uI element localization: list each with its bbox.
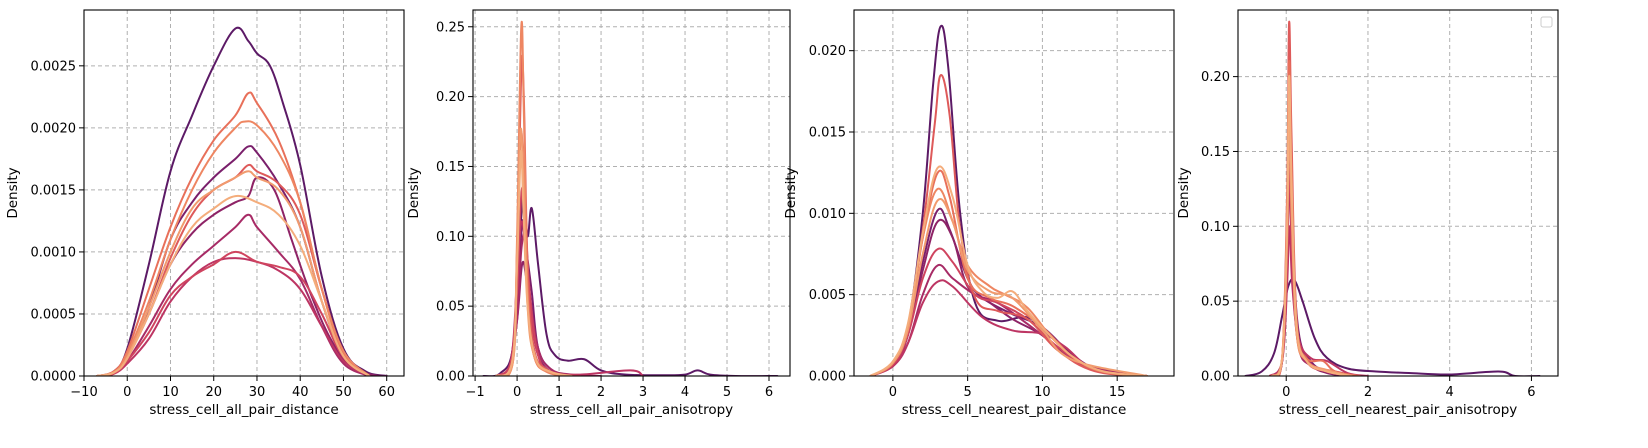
axes-frame: [83, 9, 405, 377]
x-tick-label: 0: [513, 385, 521, 400]
y-tick-label: 0.005: [809, 288, 846, 303]
density-curves: [869, 24, 1149, 376]
subplot-1: −10 0 10 20 30 40 50 60 0.0000 0.0005 0.0010 0.0015…: [5, 9, 405, 418]
x-tick-label: 20: [205, 385, 222, 400]
x-tick-label: 10: [1034, 385, 1051, 400]
axes-frame: [853, 9, 1175, 377]
y-tick-label: 0.05: [1201, 295, 1230, 310]
y-tick-label: 0.05: [436, 300, 465, 315]
x-tick-label: 40: [292, 385, 309, 400]
y-axis-label: Density: [406, 167, 422, 218]
x-tick-label: 0: [1282, 385, 1290, 400]
x-tick-label: 5: [964, 385, 972, 400]
x-tick-label: 4: [1446, 385, 1454, 400]
x-tick-label: 3: [639, 385, 647, 400]
x-axis-label: stress_cell_all_pair_distance: [149, 402, 338, 418]
y-axis-label: Density: [1176, 167, 1192, 218]
density-curve: [95, 120, 371, 376]
y-tick-label: 0.020: [809, 44, 846, 59]
density-curve: [1270, 75, 1353, 376]
density-curves: [95, 26, 388, 376]
y-axis-label: Density: [783, 167, 799, 218]
y-tick-label: 0.0000: [31, 370, 77, 385]
x-tick-label: 15: [1109, 385, 1126, 400]
density-curves: [482, 20, 779, 376]
x-tick-label: 0: [889, 385, 897, 400]
y-tick-label: 0.015: [809, 126, 846, 141]
density-curve: [95, 26, 388, 376]
y-tick-label: 0.0015: [31, 183, 77, 198]
density-curve: [1244, 278, 1541, 376]
density-curve: [495, 149, 573, 376]
y-tick-label: 0.15: [1201, 145, 1230, 160]
density-curves: [1244, 20, 1541, 376]
x-tick-label: 60: [378, 385, 395, 400]
y-tick-label: 0.010: [809, 207, 846, 222]
x-tick-label: 6: [765, 385, 773, 400]
subplot-2: −1 0 1 2 3 4 5 6 0.00 0.05 0.10 0.15 0.20 0.25 stress_…: [406, 9, 791, 418]
density-curve: [495, 219, 594, 376]
y-tick-label: 0.10: [1201, 220, 1230, 235]
x-axis-label: stress_cell_nearest_pair_anisotropy: [1279, 402, 1518, 418]
x-tick-label: 6: [1527, 385, 1535, 400]
density-curve: [869, 198, 1149, 376]
density-curve: [1268, 120, 1353, 376]
x-tick-label: 0: [123, 385, 131, 400]
density-curve: [495, 54, 569, 376]
y-tick-label: 0.10: [436, 230, 465, 245]
x-tick-label: −10: [70, 385, 97, 400]
density-curve: [95, 194, 371, 376]
y-axis-label: Density: [5, 167, 21, 218]
density-curve: [869, 187, 1149, 376]
y-tick-label: 0.00: [1201, 370, 1230, 385]
density-curve: [869, 169, 1149, 376]
density-curve: [869, 165, 1149, 376]
x-tick-label: 1: [555, 385, 563, 400]
x-tick-label: 50: [335, 385, 352, 400]
subplot-3: 0 5 10 15 0.000 0.005 0.010 0.015 0.020 stress_ce…: [783, 9, 1175, 418]
density-curve: [869, 279, 1149, 376]
axes-frame: [472, 9, 791, 377]
y-tick-label: 0.0010: [31, 245, 77, 260]
x-tick-label: 2: [1364, 385, 1372, 400]
x-axis-label: stress_cell_nearest_pair_distance: [902, 402, 1127, 418]
density-curve: [869, 247, 1149, 376]
y-tick-label: 0.20: [1201, 70, 1230, 85]
axes-frame: [1237, 9, 1559, 377]
x-axis-label: stress_cell_all_pair_anisotropy: [530, 402, 733, 418]
y-tick-label: 0.20: [436, 90, 465, 105]
y-tick-label: 0.0005: [31, 307, 77, 322]
y-tick-label: 0.25: [436, 20, 465, 35]
subplot-4: 0 2 4 6 0.00 0.05 0.10 0.15 0.20 stress_cell_near…: [1176, 9, 1559, 418]
y-tick-label: 0.000: [809, 370, 846, 385]
density-curve: [95, 257, 371, 376]
x-tick-label: 30: [249, 385, 266, 400]
x-tick-label: −1: [466, 385, 485, 400]
y-tick-label: 0.0025: [31, 59, 77, 74]
x-tick-label: 4: [681, 385, 689, 400]
y-tick-label: 0.0020: [31, 121, 77, 136]
y-tick-label: 0.15: [436, 160, 465, 175]
density-curve: [95, 250, 371, 376]
y-tick-label: 0.00: [436, 370, 465, 385]
x-tick-label: 10: [162, 385, 179, 400]
density-curve: [95, 170, 371, 376]
x-tick-label: 5: [723, 385, 731, 400]
x-tick-label: 2: [597, 385, 605, 400]
legend-box: [1540, 16, 1553, 28]
